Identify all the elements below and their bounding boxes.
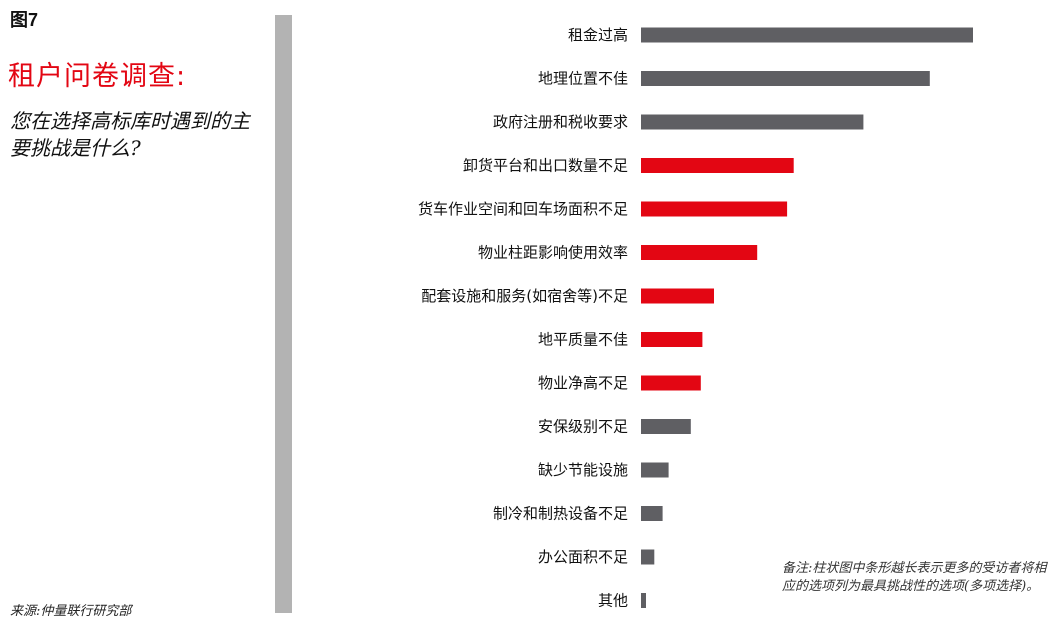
- bar: [641, 419, 691, 434]
- bar: [641, 549, 655, 565]
- category-label: 租金过高: [568, 26, 628, 44]
- bar: [641, 288, 714, 304]
- bar: [641, 114, 864, 130]
- figure-title: 租户问卷调查:: [8, 61, 187, 92]
- bar: [641, 375, 701, 391]
- source-note: 来源:仲量联行研究部: [10, 604, 132, 619]
- category-label: 缺少节能设施: [538, 461, 628, 479]
- bar: [641, 71, 930, 86]
- bar: [641, 332, 703, 347]
- category-label: 地理位置不佳: [538, 70, 628, 88]
- bar: [641, 158, 794, 173]
- category-label: 物业柱距影响使用效率: [478, 244, 628, 262]
- bar: [641, 201, 788, 217]
- bar: [641, 462, 669, 478]
- figure-subtitle: 您在选择高标库时遇到的主要挑战是什么?: [10, 109, 250, 160]
- bar: [641, 245, 758, 260]
- category-label: 配套设施和服务(如宿舍等)不足: [421, 287, 628, 305]
- bar: [641, 593, 646, 608]
- bar: [641, 506, 663, 521]
- chart-footnote: 备注:柱状图中条形越长表示更多的受访者将相应的选项列为最具挑战性的选项(多项选择…: [782, 561, 1047, 594]
- category-label: 政府注册和税收要求: [493, 113, 628, 131]
- bar: [641, 27, 973, 43]
- category-label: 物业净高不足: [538, 374, 628, 392]
- category-label: 安保级别不足: [538, 418, 628, 436]
- category-label: 货车作业空间和回车场面积不足: [418, 200, 628, 218]
- category-label: 办公面积不足: [538, 548, 628, 566]
- category-label: 制冷和制热设备不足: [493, 505, 628, 523]
- vertical-divider: [275, 15, 292, 613]
- category-label: 其他: [598, 592, 628, 610]
- figure-number: 图7: [10, 10, 39, 30]
- category-label: 卸货平台和出口数量不足: [463, 157, 628, 175]
- category-label: 地平质量不佳: [538, 331, 628, 349]
